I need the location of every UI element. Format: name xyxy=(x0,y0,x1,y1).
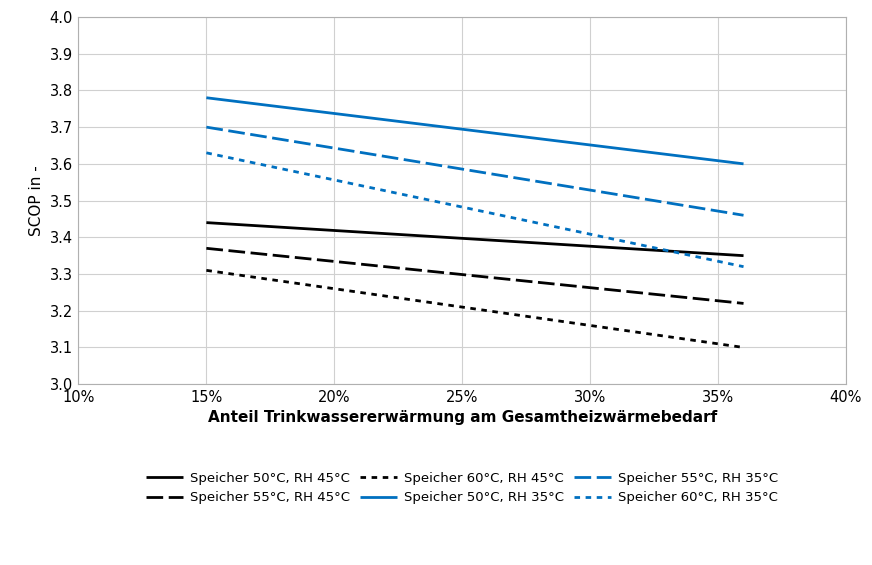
Speicher 60°C, RH 45°C xyxy=(201,267,212,273)
Y-axis label: SCOP in -: SCOP in - xyxy=(29,165,44,236)
Speicher 55°C, RH 35°C xyxy=(201,124,212,131)
Speicher 60°C, RH 45°C xyxy=(739,344,749,351)
Line: Speicher 60°C, RH 35°C: Speicher 60°C, RH 35°C xyxy=(207,153,744,267)
Line: Speicher 55°C, RH 45°C: Speicher 55°C, RH 45°C xyxy=(207,248,744,303)
Speicher 55°C, RH 45°C xyxy=(739,300,749,307)
Speicher 60°C, RH 35°C xyxy=(201,149,212,156)
Speicher 55°C, RH 45°C xyxy=(201,245,212,251)
Speicher 50°C, RH 45°C xyxy=(739,252,749,259)
Line: Speicher 50°C, RH 45°C: Speicher 50°C, RH 45°C xyxy=(207,223,744,255)
Line: Speicher 50°C, RH 35°C: Speicher 50°C, RH 35°C xyxy=(207,98,744,164)
Legend: Speicher 50°C, RH 45°C, Speicher 55°C, RH 45°C, Speicher 60°C, RH 45°C, Speicher: Speicher 50°C, RH 45°C, Speicher 55°C, R… xyxy=(146,472,778,504)
Line: Speicher 55°C, RH 35°C: Speicher 55°C, RH 35°C xyxy=(207,127,744,215)
Speicher 60°C, RH 35°C xyxy=(739,263,749,270)
Speicher 50°C, RH 35°C xyxy=(739,160,749,167)
X-axis label: Anteil Trinkwassererwärmung am Gesamtheizwärmebedarf: Anteil Trinkwassererwärmung am Gesamthei… xyxy=(208,410,717,425)
Speicher 50°C, RH 45°C xyxy=(201,219,212,226)
Speicher 55°C, RH 35°C xyxy=(739,212,749,219)
Line: Speicher 60°C, RH 45°C: Speicher 60°C, RH 45°C xyxy=(207,270,744,347)
Speicher 50°C, RH 35°C xyxy=(201,94,212,101)
